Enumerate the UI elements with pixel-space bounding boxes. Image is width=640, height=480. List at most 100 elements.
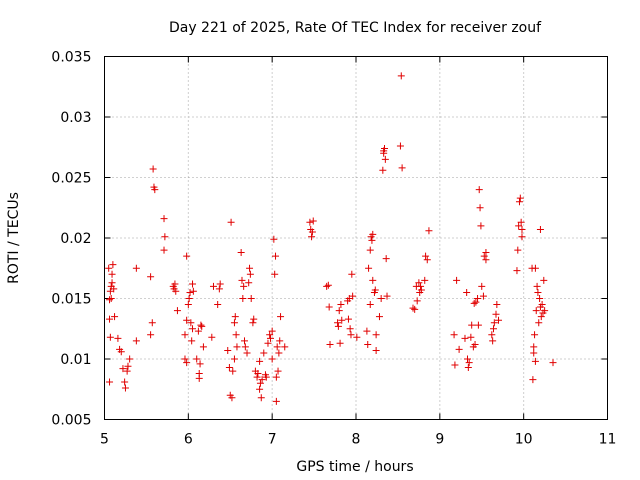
data-point [413, 297, 421, 305]
data-point [382, 255, 390, 263]
data-point [183, 316, 191, 324]
x-tick-label: 11 [599, 432, 617, 448]
data-point [381, 155, 389, 163]
data-point [183, 252, 191, 260]
data-point [482, 256, 490, 264]
data-point [149, 165, 157, 173]
data-point [474, 321, 482, 329]
data-point [364, 340, 372, 348]
data-point [377, 295, 385, 302]
data-point [195, 374, 203, 382]
data-point [398, 164, 406, 172]
data-point [468, 321, 476, 329]
data-point [274, 367, 282, 375]
data-point [160, 215, 168, 223]
data-point [245, 279, 253, 287]
data-point [266, 334, 274, 342]
data-point [530, 349, 538, 357]
data-point [541, 307, 549, 315]
data-point [183, 359, 191, 367]
data-point [171, 280, 179, 288]
data-point [517, 218, 525, 226]
data-point [186, 288, 194, 296]
data-point [421, 276, 429, 284]
data-point [463, 355, 471, 363]
data-point [516, 194, 524, 202]
data-point [239, 295, 247, 302]
data-point [126, 355, 134, 363]
data-point [379, 166, 387, 174]
data-point [372, 347, 380, 355]
data-point [368, 236, 376, 244]
x-tick-label: 9 [435, 432, 444, 448]
data-point [515, 222, 523, 230]
data-point [181, 331, 189, 339]
data-point [334, 319, 342, 327]
data-point [308, 233, 316, 241]
data-point [276, 337, 284, 345]
data-point [209, 282, 217, 290]
y-tick-label: 0.035 [51, 50, 91, 66]
data-point [371, 286, 379, 294]
data-point [275, 349, 283, 357]
data-point [123, 367, 131, 375]
data-point [348, 270, 356, 278]
data-point [474, 295, 482, 302]
data-point [470, 299, 478, 307]
data-point [256, 385, 264, 393]
data-point [216, 280, 224, 288]
data-point [272, 252, 280, 260]
data-point [148, 319, 156, 327]
data-point [381, 144, 389, 152]
data-point [537, 313, 545, 321]
y-tick-label: 0.01 [60, 352, 91, 368]
data-point [518, 233, 526, 241]
data-point [256, 379, 264, 387]
data-point [189, 280, 197, 288]
data-point [455, 345, 463, 353]
data-point [489, 325, 497, 333]
data-point [230, 319, 238, 327]
data-point [417, 282, 425, 290]
data-point [478, 282, 486, 290]
data-point [161, 233, 169, 241]
data-point [531, 357, 539, 365]
data-point [515, 198, 523, 206]
data-point [250, 315, 258, 323]
data-point [349, 292, 357, 300]
data-point [495, 316, 503, 324]
data-point [383, 292, 391, 300]
data-point [111, 313, 119, 321]
data-point [536, 226, 544, 234]
data-point [181, 355, 189, 363]
data-point [241, 343, 249, 351]
data-point [117, 348, 125, 356]
data-point [465, 359, 473, 367]
data-point [324, 281, 332, 289]
data-point [335, 307, 343, 315]
data-point [214, 301, 222, 309]
data-point [464, 363, 472, 371]
data-point [369, 230, 377, 238]
data-point [476, 204, 484, 212]
data-points [105, 72, 557, 405]
x-tick-label: 5 [100, 432, 109, 448]
data-point [196, 360, 204, 368]
data-point [334, 322, 342, 330]
data-point [538, 301, 546, 309]
data-point [531, 331, 539, 339]
data-point [189, 325, 197, 333]
data-point [409, 304, 417, 312]
data-point [531, 264, 539, 272]
data-point [172, 287, 180, 295]
data-point [197, 321, 205, 329]
data-point [231, 313, 239, 321]
data-point [353, 333, 361, 341]
data-point [472, 298, 480, 306]
data-point [147, 331, 155, 339]
data-point [194, 327, 202, 335]
data-point [187, 319, 195, 327]
data-point [256, 357, 264, 365]
y-tick-label: 0.03 [60, 110, 91, 126]
